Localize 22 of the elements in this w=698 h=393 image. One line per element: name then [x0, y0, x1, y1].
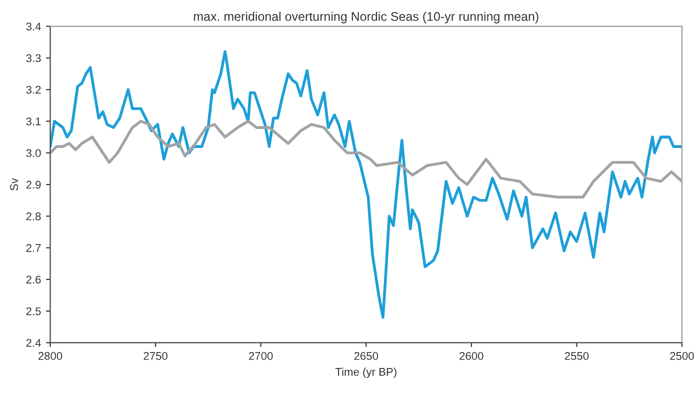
- x-tick-label: 2500: [670, 352, 694, 360]
- y-axis-title: Sv: [10, 178, 18, 190]
- x-tick-label: 2600: [460, 352, 484, 360]
- x-tick-label: 2750: [144, 352, 168, 360]
- y-tick-label: 3.4: [26, 22, 41, 30]
- x-tick-label: 2650: [354, 352, 378, 360]
- chart-title: max. meridional overturning Nordic Seas (10-yr running mean): [194, 12, 538, 24]
- y-tick-label: 2.7: [26, 244, 41, 252]
- x-tick-label: 2550: [564, 352, 589, 360]
- y-tick-label: 2.9: [26, 180, 41, 189]
- y-tick-label: 2.4: [26, 338, 41, 347]
- y-tick-label: 3.0: [26, 149, 41, 158]
- x-tick-label: 2800: [38, 352, 62, 360]
- y-tick-label: 3.3: [26, 54, 41, 62]
- line-series: [50, 50, 682, 319]
- x-axis-title: Time (yr BP): [335, 368, 396, 378]
- y-tick-label: 2.5: [26, 307, 41, 316]
- y-tick-label: 3.2: [26, 86, 41, 94]
- y-tick-label: 2.6: [26, 276, 41, 284]
- y-tick-label: 3.1: [26, 118, 41, 126]
- x-tick-label: 2700: [249, 352, 273, 360]
- y-tick-label: 2.8: [26, 212, 41, 220]
